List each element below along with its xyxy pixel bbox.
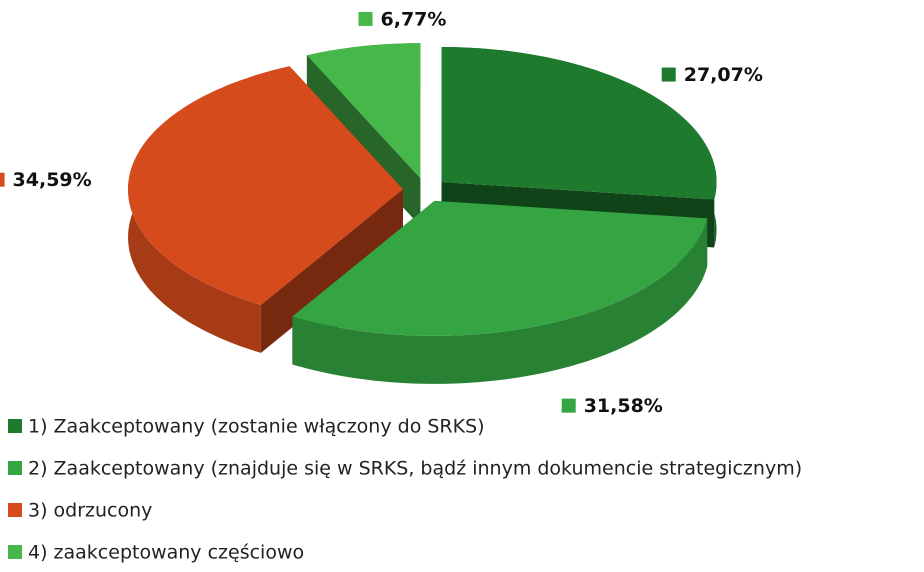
legend-swatch — [8, 419, 22, 433]
legend-label: 4) zaakceptowany częściowo — [28, 542, 304, 564]
legend-label: 3) odrzucony — [28, 500, 152, 522]
label-swatch — [661, 67, 676, 82]
slice — [441, 47, 717, 200]
label-text: 31,58% — [584, 395, 663, 417]
slice-side — [260, 189, 403, 353]
slice — [306, 43, 421, 179]
value-label: 27,07% — [661, 64, 763, 86]
label-swatch — [561, 398, 576, 413]
slice — [128, 66, 403, 305]
legend-label: 2) Zaakceptowany (znajduje się w SRKS, b… — [28, 458, 802, 480]
value-label: 31,58% — [561, 395, 663, 417]
value-label: 6,77% — [358, 8, 447, 30]
label-text: 27,07% — [684, 64, 763, 86]
label-swatch — [0, 172, 5, 187]
slice-side — [292, 218, 708, 384]
slice — [292, 200, 708, 336]
legend-swatch — [8, 503, 22, 517]
value-label: 34,59% — [0, 169, 92, 191]
label-swatch — [358, 11, 373, 26]
legend-label: 1) Zaakceptowany (zostanie włączony do S… — [28, 416, 485, 438]
label-text: 6,77% — [381, 8, 447, 30]
legend-swatch — [8, 545, 22, 559]
legend-swatch — [8, 461, 22, 475]
label-text: 34,59% — [13, 169, 92, 191]
